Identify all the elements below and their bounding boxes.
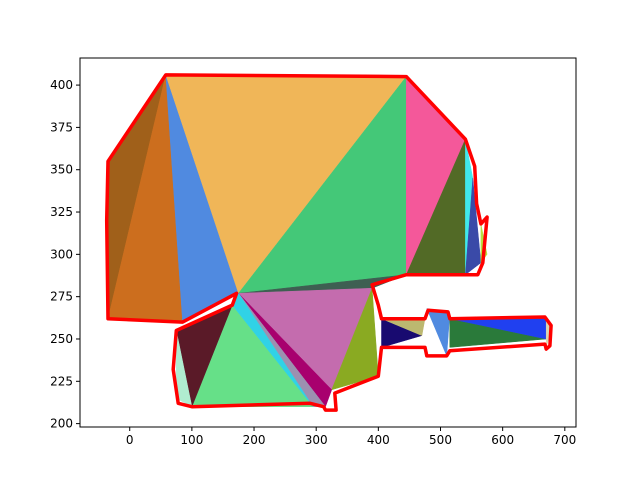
y-tick-label: 325 xyxy=(50,205,73,219)
y-tick-label: 275 xyxy=(50,290,73,304)
y-tick-label: 375 xyxy=(50,120,73,134)
x-tick-label: 700 xyxy=(553,433,576,447)
triangle-tri-19 xyxy=(176,330,193,408)
outline-polygon xyxy=(104,73,553,412)
x-tick-label: 500 xyxy=(429,433,452,447)
triangle-tri-13 xyxy=(331,288,379,391)
triangle-tri-10 xyxy=(465,178,482,276)
plot-area xyxy=(104,73,553,412)
y-tick-label: 300 xyxy=(50,247,73,261)
y-tick-label: 350 xyxy=(50,163,73,177)
plot-content xyxy=(104,73,553,412)
triangle-tri-22 xyxy=(426,308,451,356)
y-tick-label: 225 xyxy=(50,374,73,388)
y-tick-label: 250 xyxy=(50,332,73,346)
axes-frame xyxy=(79,57,577,428)
x-tick-label: 300 xyxy=(305,433,328,447)
y-tick-label: 200 xyxy=(50,417,73,431)
x-tick-label: 100 xyxy=(180,433,203,447)
axes: 0 100 200 300 400 500 600 700 200 225 250 275 300 325… xyxy=(50,57,577,447)
x-tick-label: 0 xyxy=(126,433,134,447)
x-tick-label: 400 xyxy=(367,433,390,447)
x-tick-label: 600 xyxy=(491,433,514,447)
x-tick-label: 200 xyxy=(243,433,266,447)
y-tick-label: 400 xyxy=(50,78,73,92)
